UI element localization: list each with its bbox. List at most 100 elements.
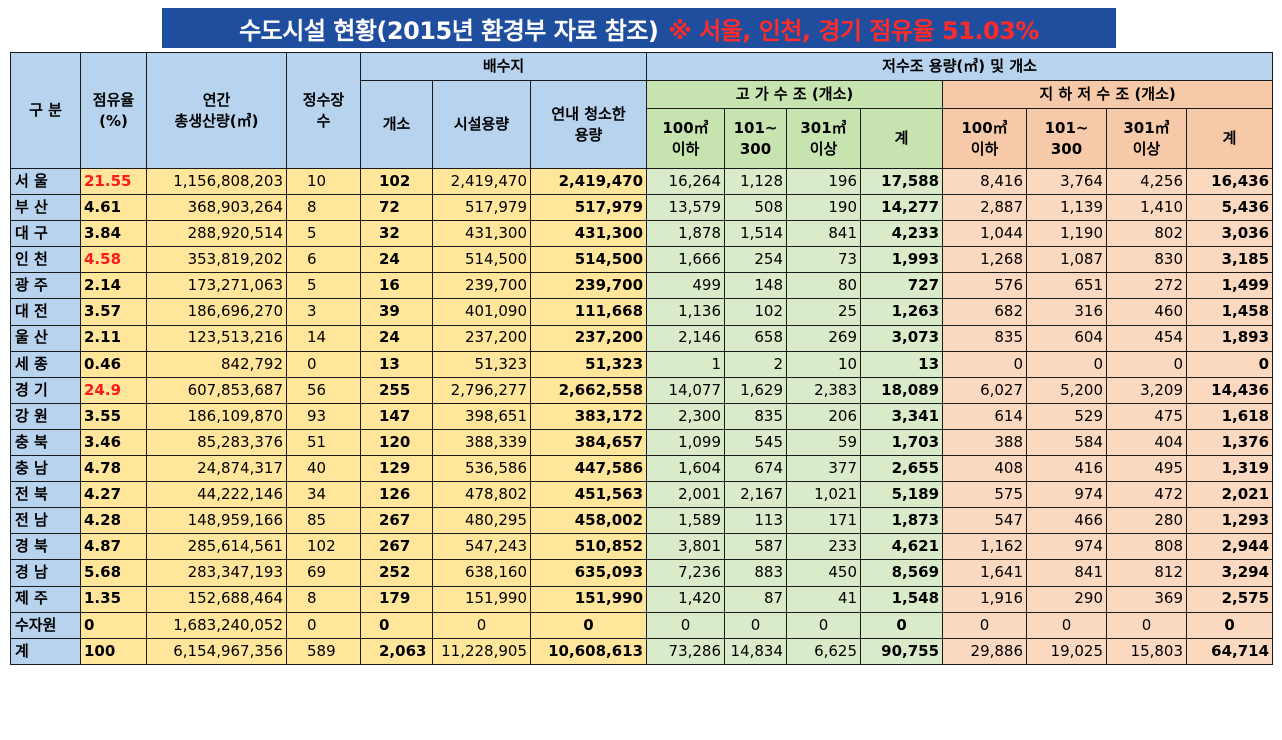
cell-reservoir-count: 0 (360, 611, 433, 639)
cell-elevated-101-300: 1,128 (724, 167, 788, 196)
cell-region: 부 산 (10, 194, 81, 222)
cell-reservoir-cleaned: 635,093 (529, 559, 648, 587)
cell-underground-under-100: 1,641 (942, 559, 1028, 587)
cell-share: 4.61 (80, 194, 147, 222)
cell-elevated-over-301: 841 (786, 220, 862, 248)
cell-underground-under-100: 1,268 (942, 246, 1028, 274)
cell-underground-101-300: 0 (1026, 350, 1108, 378)
cell-plant-count: 102 (286, 533, 361, 561)
cell-plant-count: 5 (286, 220, 361, 248)
header-elevated-over-301: 301㎥ 이상 (786, 108, 862, 169)
cell-reservoir-count: 39 (360, 298, 433, 326)
header-underground-over-301: 301㎥ 이상 (1106, 108, 1188, 169)
cell-reservoir-capacity: 638,160 (432, 559, 531, 587)
cell-reservoir-count: 102 (360, 167, 433, 196)
cell-plant-count: 14 (286, 324, 361, 352)
cell-elevated-101-300: 545 (724, 428, 788, 457)
cell-reservoir-cleaned: 239,700 (529, 272, 648, 300)
table-row: 인 천 4.58 353,819,202 6 24 514,500 514,500 1,666… (10, 246, 1274, 274)
cell-elevated-under-100: 1,420 (646, 585, 726, 613)
cell-share: 4.58 (80, 246, 147, 274)
cell-annual-production: 85,283,376 (146, 428, 287, 457)
header-annual-production: 연간 총생산량(㎥) (146, 52, 287, 169)
cell-reservoir-count: 147 (360, 402, 433, 430)
cell-elevated-under-100: 1,878 (646, 220, 726, 248)
cell-elevated-101-300: 1,514 (724, 220, 788, 248)
cell-underground-101-300: 416 (1026, 455, 1108, 483)
cell-underground-total: 1,618 (1186, 402, 1274, 430)
cell-elevated-under-100: 0 (646, 611, 726, 639)
cell-share: 1.35 (80, 585, 147, 613)
cell-underground-101-300: 1,190 (1026, 220, 1108, 248)
cell-reservoir-capacity: 398,651 (432, 402, 531, 430)
cell-elevated-total: 1,548 (860, 585, 944, 613)
cell-underground-101-300: 1,087 (1026, 246, 1108, 274)
cell-underground-over-301: 495 (1106, 455, 1188, 483)
cell-elevated-101-300: 1,629 (724, 376, 788, 404)
cell-underground-over-301: 0 (1106, 611, 1188, 639)
cell-elevated-total: 17,588 (860, 167, 944, 196)
cell-elevated-under-100: 3,801 (646, 533, 726, 561)
cell-reservoir-capacity: 237,200 (432, 324, 531, 352)
cell-underground-under-100: 547 (942, 507, 1028, 535)
cell-reservoir-capacity: 431,300 (432, 220, 531, 248)
cell-region: 대 전 (10, 298, 81, 326)
cell-region: 전 북 (10, 481, 81, 509)
cell-reservoir-cleaned: 111,668 (529, 298, 648, 326)
header-underground-total: 계 (1186, 108, 1274, 169)
cell-reservoir-cleaned: 384,657 (529, 428, 648, 457)
cell-annual-production: 842,792 (146, 350, 287, 378)
header-elevated-tank: 고 가 수 조 (개소) (646, 80, 944, 109)
cell-reservoir-cleaned: 517,979 (529, 194, 648, 222)
cell-share: 0.46 (80, 350, 147, 378)
cell-underground-101-300: 316 (1026, 298, 1108, 326)
cell-elevated-under-100: 14,077 (646, 376, 726, 404)
cell-elevated-under-100: 1,099 (646, 428, 726, 457)
cell-underground-over-301: 802 (1106, 220, 1188, 248)
cell-underground-under-100: 682 (942, 298, 1028, 326)
cell-plant-count: 85 (286, 507, 361, 535)
table-row: 부 산 4.61 368,903,264 8 72 517,979 517,979 13,57… (10, 194, 1274, 222)
cell-reservoir-count: 24 (360, 324, 433, 352)
cell-underground-101-300: 841 (1026, 559, 1108, 587)
cell-elevated-total: 3,073 (860, 324, 944, 352)
cell-plant-count: 56 (286, 376, 361, 404)
cell-elevated-under-100: 7,236 (646, 559, 726, 587)
cell-region: 대 구 (10, 220, 81, 248)
cell-underground-under-100: 408 (942, 455, 1028, 483)
cell-reservoir-cleaned: 0 (529, 611, 648, 639)
cell-underground-total: 1,293 (1186, 507, 1274, 535)
cell-elevated-over-301: 171 (786, 507, 862, 535)
cell-annual-production: 148,959,166 (146, 507, 287, 535)
cell-elevated-101-300: 14,834 (724, 637, 788, 665)
cell-underground-under-100: 1,044 (942, 220, 1028, 248)
cell-reservoir-count: 24 (360, 246, 433, 274)
table-row: 대 구 3.84 288,920,514 5 32 431,300 431,300 1,878… (10, 220, 1274, 248)
cell-share: 24.9 (80, 376, 147, 404)
cell-reservoir-count: 179 (360, 585, 433, 613)
cell-elevated-under-100: 1,666 (646, 246, 726, 274)
cell-reservoir-cleaned: 510,852 (529, 533, 648, 561)
cell-annual-production: 1,156,808,203 (146, 167, 287, 196)
cell-annual-production: 152,688,464 (146, 585, 287, 613)
cell-elevated-total: 4,621 (860, 533, 944, 561)
cell-reservoir-capacity: 480,295 (432, 507, 531, 535)
cell-reservoir-cleaned: 2,662,558 (529, 376, 648, 404)
cell-underground-over-301: 369 (1106, 585, 1188, 613)
cell-reservoir-capacity: 536,586 (432, 455, 531, 483)
header-plant-count: 정수장 수 (286, 52, 361, 169)
header-underground-tank: 지 하 저 수 조 (개소) (942, 80, 1274, 109)
cell-underground-total: 0 (1186, 350, 1274, 378)
cell-underground-total: 2,575 (1186, 585, 1274, 613)
water-facility-table: 구 분 점유율 (%) 연간 총생산량(㎥) 정수장 수 배수지 저수조 용량(㎥) … (10, 52, 1274, 665)
cell-annual-production: 607,853,687 (146, 376, 287, 404)
cell-underground-over-301: 475 (1106, 402, 1188, 430)
cell-underground-over-301: 808 (1106, 533, 1188, 561)
table-row: 제 주 1.35 152,688,464 8 179 151,990 151,990 1,42… (10, 585, 1274, 613)
cell-elevated-101-300: 658 (724, 324, 788, 352)
cell-plant-count: 40 (286, 455, 361, 483)
cell-underground-under-100: 576 (942, 272, 1028, 300)
cell-reservoir-count: 32 (360, 220, 433, 248)
cell-annual-production: 24,874,317 (146, 455, 287, 483)
cell-underground-101-300: 290 (1026, 585, 1108, 613)
